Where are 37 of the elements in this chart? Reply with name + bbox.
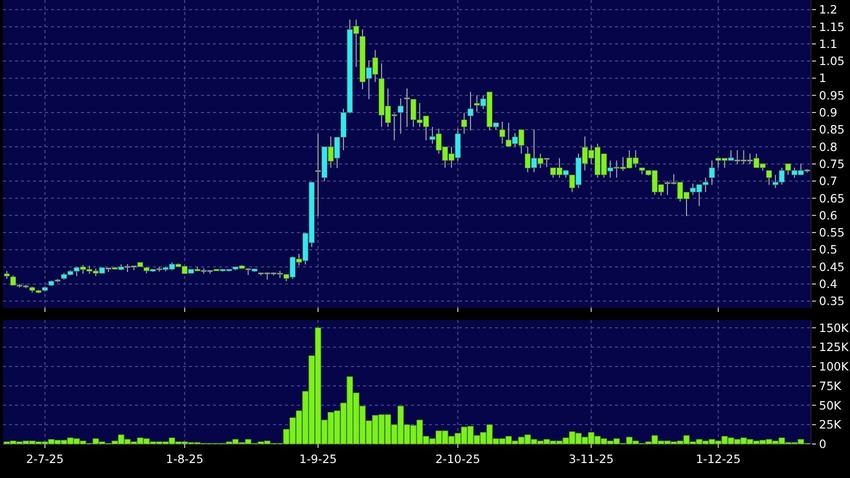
candlestick xyxy=(709,160,715,186)
x-tick-label: 1-9-25 xyxy=(299,452,337,466)
y-tick-label: 0.8 xyxy=(819,140,838,154)
y-tick-label: 0.9 xyxy=(819,106,838,120)
y-tick-label: 1.1 xyxy=(819,36,838,51)
y-tick-label: 75K xyxy=(819,378,842,393)
candlestick xyxy=(398,98,404,134)
x-tick-label: 2-10-25 xyxy=(435,452,480,466)
x-tick-label: 1-8-25 xyxy=(166,452,204,466)
candlestick xyxy=(766,170,772,186)
y-tick-label: 0.95 xyxy=(819,88,845,102)
y-tick-label: 0.85 xyxy=(819,122,845,137)
y-tick-label: 0.7 xyxy=(819,174,838,188)
y-tick-label: 0.45 xyxy=(819,260,845,274)
candlestick xyxy=(461,112,468,134)
y-tick-label: 100K xyxy=(819,360,849,374)
x-tick-label: 3-11-25 xyxy=(568,452,614,466)
y-tick-label: 125K xyxy=(819,340,849,354)
y-tick-label: 0.4 xyxy=(819,277,838,292)
y-tick-label: 1 xyxy=(819,71,826,86)
x-tick-label: 1-12-25 xyxy=(696,452,741,466)
y-tick-label: 0.6 xyxy=(819,208,838,222)
y-tick-label: 0 xyxy=(819,437,826,452)
y-tick-label: 25K xyxy=(819,418,842,432)
y-tick-label: 50K xyxy=(819,398,842,412)
y-tick-label: 150K xyxy=(819,320,849,335)
candlestick xyxy=(468,91,474,131)
y-tick-label: 0.65 xyxy=(819,191,845,206)
y-tick-label: 0.55 xyxy=(819,226,845,240)
candlestick xyxy=(499,121,506,144)
y-tick-label: 0.35 xyxy=(819,294,845,308)
x-tick-label: 2-7-25 xyxy=(26,452,64,466)
y-tick-label: 1.15 xyxy=(819,20,845,34)
y-tick-label: 1.2 xyxy=(819,2,838,17)
y-tick-label: 0.75 xyxy=(819,156,845,171)
y-tick-label: 0.5 xyxy=(819,242,838,257)
y-tick-label: 1.05 xyxy=(819,54,845,68)
